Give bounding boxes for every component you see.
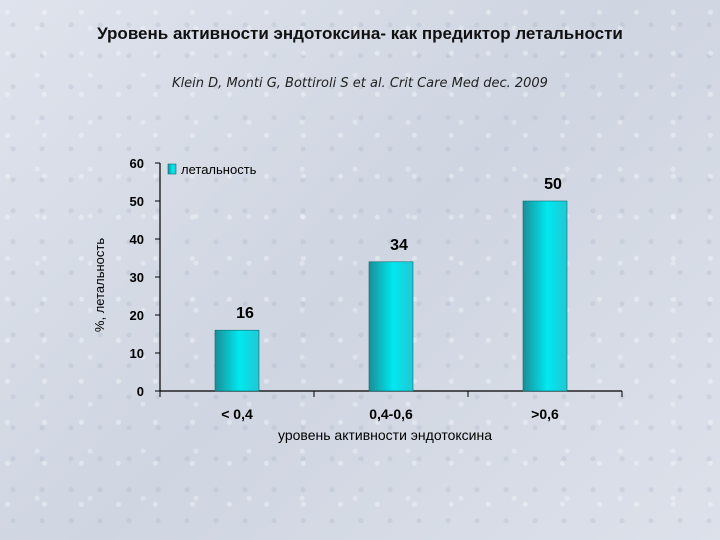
legend-label: летальность: [181, 162, 257, 177]
y-tick-label: 20: [130, 308, 144, 323]
y-tick-label: 10: [130, 346, 144, 361]
citation: Klein D, Monti G, Bottiroli S et al. Cri…: [172, 76, 548, 91]
data-label: 16: [236, 305, 254, 322]
legend-swatch: [167, 163, 177, 175]
x-axis-title: уровень активности эндотоксина: [278, 427, 492, 443]
y-tick-label: 0: [137, 384, 144, 399]
bar-1: [214, 329, 260, 392]
y-tick-label: 50: [130, 194, 144, 209]
data-label: 34: [390, 237, 408, 254]
y-tick-label: 30: [130, 270, 144, 285]
y-tick-label: 60: [130, 156, 144, 171]
x-category-label: < 0,4: [221, 406, 253, 422]
bar-3: [522, 200, 568, 392]
slide-title: Уровень активности эндотоксина- как пред…: [97, 24, 623, 43]
data-label: 50: [544, 176, 562, 193]
x-category-label: >0,6: [531, 406, 559, 422]
x-category-label: 0,4-0,6: [369, 406, 413, 422]
bar-2: [368, 261, 414, 392]
y-tick-label: 40: [130, 232, 144, 247]
y-axis-title: %, летальность: [92, 238, 107, 332]
